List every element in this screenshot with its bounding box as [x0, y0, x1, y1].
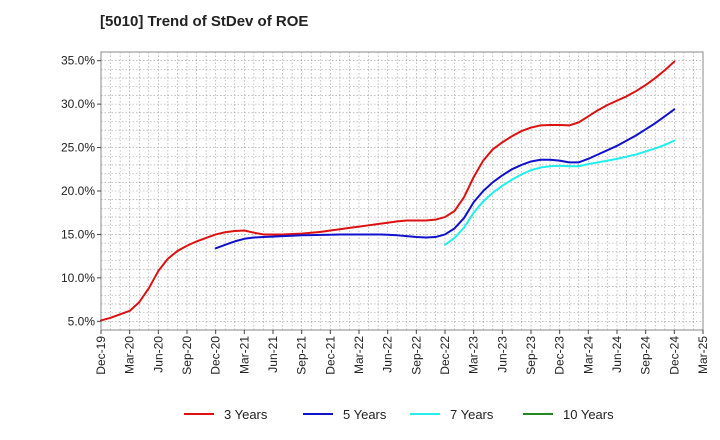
- x-tick-label: Sep-22: [409, 336, 423, 375]
- series-line-3-years: [100, 60, 676, 322]
- y-axis-ticks: 5.0% 10.0% 15.0% 20.0% 25.0% 30.0% 35.0%: [61, 54, 101, 328]
- series-layer: [100, 60, 676, 322]
- y-tick-label: 5.0%: [68, 314, 96, 328]
- series-line-7-years: [444, 139, 676, 246]
- x-tick-label: Jun-23: [495, 336, 509, 373]
- chart-title: [5010] Trend of StDev of ROE: [100, 13, 309, 30]
- x-tick-label: Mar-20: [123, 336, 137, 374]
- legend: 3 Years 5 Years 7 Years 10 Years: [184, 407, 614, 422]
- legend-label-3-years: 3 Years: [224, 407, 268, 422]
- y-tick-label: 15.0%: [61, 227, 95, 241]
- x-axis-ticks: Dec-19 Mar-20 Jun-20 Sep-20 Dec-20 Mar-21 Jun-…: [94, 330, 710, 375]
- grid-layer: [101, 52, 703, 330]
- x-tick-label: Sep-23: [524, 336, 538, 375]
- y-tick-label: 10.0%: [61, 271, 95, 285]
- x-tick-label: Dec-22: [438, 336, 452, 375]
- x-tick-label: Mar-21: [237, 336, 251, 374]
- x-tick-label: Jun-20: [151, 336, 165, 373]
- x-tick-label: Sep-21: [295, 336, 309, 375]
- legend-label-5-years: 5 Years: [343, 407, 387, 422]
- x-tick-label: Mar-22: [352, 336, 366, 374]
- x-tick-label: Jun-22: [381, 336, 395, 373]
- x-tick-label: Mar-25: [696, 336, 710, 374]
- x-tick-label: Dec-20: [209, 336, 223, 375]
- x-tick-label: Mar-24: [581, 336, 595, 374]
- x-tick-label: Dec-21: [323, 336, 337, 375]
- x-tick-label: Dec-19: [94, 336, 108, 375]
- x-tick-label: Dec-24: [667, 336, 681, 375]
- x-tick-label: Mar-23: [467, 336, 481, 374]
- x-tick-label: Dec-23: [553, 336, 567, 375]
- series-line-5-years: [214, 108, 676, 250]
- x-tick-label: Sep-20: [180, 336, 194, 375]
- x-tick-label: Jun-24: [610, 336, 624, 373]
- legend-label-10-years: 10 Years: [563, 407, 614, 422]
- y-tick-label: 35.0%: [61, 54, 95, 68]
- y-tick-label: 20.0%: [61, 184, 95, 198]
- y-tick-label: 30.0%: [61, 97, 95, 111]
- x-tick-label: Sep-24: [639, 336, 653, 375]
- x-tick-label: Jun-21: [266, 336, 280, 373]
- legend-label-7-years: 7 Years: [450, 407, 494, 422]
- y-tick-label: 25.0%: [61, 141, 95, 155]
